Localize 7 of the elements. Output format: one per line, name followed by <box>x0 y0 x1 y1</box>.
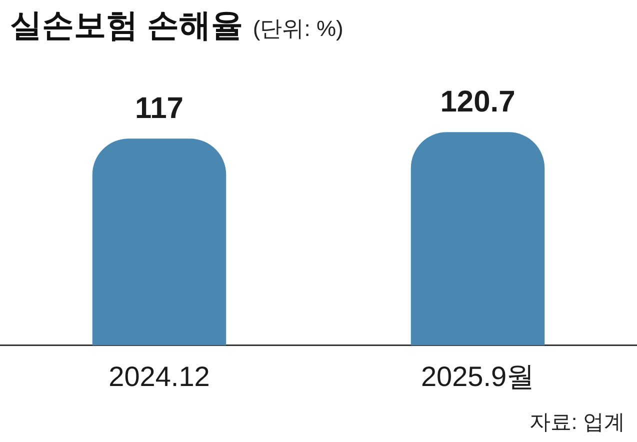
x-tick-label: 2024.12 <box>108 360 210 392</box>
chart-subtitle: (단위: %) <box>252 16 344 41</box>
data-label: 120.7 <box>440 85 516 118</box>
x-tick-label: 2025.9월 <box>420 360 535 392</box>
chart-title: 실손보험 손해율 <box>10 7 243 43</box>
text: 자료: 업계 <box>529 410 625 436</box>
data-label: 117 <box>135 92 184 125</box>
